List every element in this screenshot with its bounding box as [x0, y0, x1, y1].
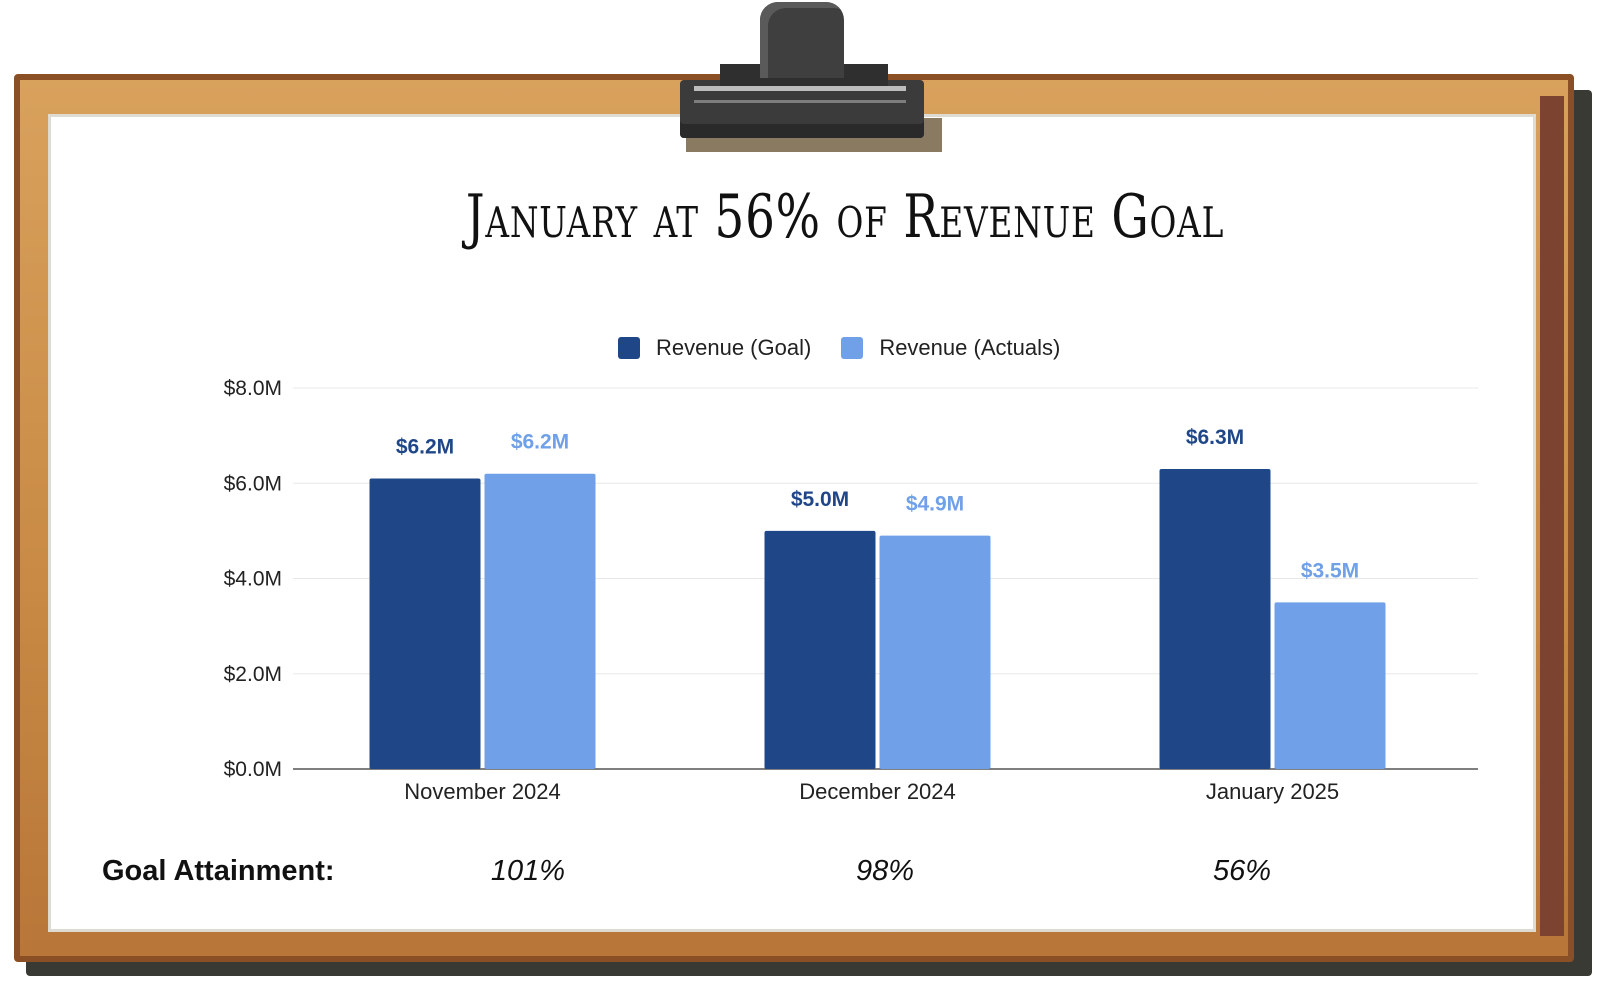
- bar-goal: [369, 478, 481, 769]
- legend-label-actuals: Revenue (Actuals): [879, 335, 1061, 360]
- legend-item-actuals: Revenue (Actuals): [841, 335, 1060, 361]
- clipboard-edge: [1540, 96, 1564, 936]
- legend-swatch-actuals: [841, 337, 864, 359]
- clip-highlight-lower: [694, 100, 906, 103]
- data-label: $5.0M: [791, 488, 849, 511]
- y-tick-label: $8.0M: [224, 377, 282, 400]
- data-label: $4.9M: [906, 493, 964, 516]
- goal-attainment-label: Goal Attainment:: [102, 855, 335, 887]
- data-label: $6.3M: [1186, 426, 1244, 449]
- legend-label-goal: Revenue (Goal): [656, 335, 812, 360]
- clip-highlight: [694, 86, 906, 91]
- x-tick-label: December 2024: [799, 779, 956, 804]
- bar-actuals: [1274, 602, 1386, 769]
- data-label: $6.2M: [511, 431, 569, 454]
- chart-title: January at 56% of Revenue Goal: [465, 182, 1225, 252]
- y-tick-label: $4.0M: [224, 568, 282, 591]
- data-label: $3.5M: [1301, 559, 1359, 582]
- goal-attainment-january: 56%: [1212, 855, 1272, 887]
- legend-swatch-goal: [618, 337, 640, 359]
- data-label: $6.2M: [396, 435, 454, 458]
- bar-actuals: [484, 473, 596, 769]
- bar-goal: [1159, 468, 1271, 769]
- goal-attainment-december: 98%: [855, 855, 915, 887]
- legend: Revenue (Goal) Revenue (Actuals): [618, 333, 1090, 363]
- y-tick-label: $6.0M: [224, 472, 282, 495]
- y-tick-label: $2.0M: [224, 663, 282, 686]
- bar-actuals: [879, 535, 991, 769]
- y-tick-label: $0.0M: [224, 758, 282, 781]
- bar-goal: [764, 530, 876, 769]
- x-tick-label: January 2025: [1206, 779, 1339, 804]
- legend-item-goal: Revenue (Goal): [618, 335, 811, 361]
- x-tick-label: November 2024: [404, 779, 561, 804]
- clip-top: [760, 2, 844, 78]
- goal-attainment-november: 101%: [490, 855, 566, 887]
